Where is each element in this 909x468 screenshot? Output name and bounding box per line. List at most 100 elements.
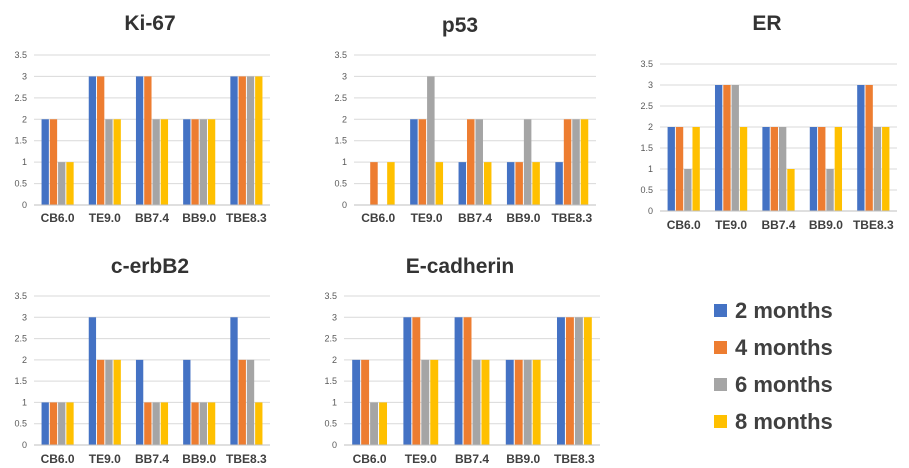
- bar: [114, 360, 121, 445]
- y-tick-label: 3.5: [640, 59, 653, 69]
- bar: [191, 402, 198, 445]
- bar: [740, 127, 747, 211]
- bar: [882, 127, 889, 211]
- legend-swatch-4-months: [714, 341, 727, 354]
- chart-e-cadherin: E-cadherin 0 0.5 1 1.5 2 2.5 3 3.5 CB6.0 TE9.0 BB7…: [310, 240, 610, 468]
- chart-er: ER 0 0.5 1 1.5 2 2.5 3 3.5 CB6.0 TE9.0 BB7.4 BB9.0 T…: [625, 0, 909, 240]
- bar: [436, 162, 444, 205]
- y-tick-label: 1: [342, 157, 347, 167]
- x-tick-label: TE9.0: [89, 452, 121, 466]
- bar: [200, 119, 207, 205]
- bar: [874, 127, 881, 211]
- bar: [835, 127, 842, 211]
- y-tick-label: 0: [648, 206, 653, 216]
- bar: [410, 119, 418, 205]
- bar: [161, 119, 168, 205]
- bar: [152, 119, 159, 205]
- y-tick-label: 2: [342, 114, 347, 124]
- bar: [723, 85, 730, 211]
- bar: [208, 119, 215, 205]
- bar: [352, 360, 360, 445]
- x-tick-label: BB9.0: [809, 218, 843, 232]
- bar: [42, 402, 49, 445]
- bar: [865, 85, 872, 211]
- bar: [421, 360, 429, 445]
- y-tick-label: 2: [648, 122, 653, 132]
- bar: [692, 127, 699, 211]
- x-tick-label: TBE8.3: [853, 218, 894, 232]
- y-tick-label: 2.5: [640, 101, 653, 111]
- legend-swatch-2-months: [714, 304, 727, 317]
- legend-item: 8 months: [714, 403, 833, 440]
- x-tick-label: BB7.4: [455, 452, 489, 466]
- bar: [506, 360, 514, 445]
- bar: [105, 119, 112, 205]
- y-tick-label: 3.5: [14, 50, 27, 60]
- bar: [247, 360, 254, 445]
- bar: [239, 76, 246, 205]
- bar: [575, 317, 583, 445]
- legend-label: 2 months: [735, 298, 833, 324]
- x-tick-label: BB9.0: [182, 452, 216, 466]
- bar: [572, 119, 580, 205]
- y-tick-label: 1.5: [14, 376, 27, 386]
- y-tick-label: 1.5: [324, 376, 337, 386]
- bar: [50, 402, 57, 445]
- legend-item: 2 months: [714, 292, 833, 329]
- y-tick-label: 1: [332, 397, 337, 407]
- x-tick-label: TE9.0: [411, 211, 443, 225]
- bar: [427, 76, 435, 205]
- y-tick-label: 1: [22, 157, 27, 167]
- bar: [247, 76, 254, 205]
- bar: [255, 402, 262, 445]
- chart-c-erbb2: c-erbB2 0 0.5 1 1.5 2 2.5 3 3.5 CB6.0 TE9.0 BB7.4 B…: [0, 240, 300, 468]
- bar: [89, 76, 96, 205]
- x-tick-label: BB7.4: [458, 211, 492, 225]
- bar: [50, 119, 57, 205]
- x-tick-label: CB6.0: [41, 211, 75, 225]
- bar: [58, 402, 65, 445]
- x-tick-label: BB9.0: [506, 452, 540, 466]
- bar: [370, 162, 378, 205]
- chart-ki67: Ki-67 0 0.5 1 1.5 2 2.5 3 3.5 CB6.0 TE9.0 BB7.4 BB9…: [0, 0, 300, 236]
- bar: [42, 119, 49, 205]
- bar: [557, 317, 565, 445]
- bar: [581, 119, 589, 205]
- y-tick-label: 3.5: [334, 50, 347, 60]
- x-tick-label: TE9.0: [405, 452, 437, 466]
- bar: [105, 360, 112, 445]
- bar: [584, 317, 592, 445]
- x-tick-label: CB6.0: [353, 452, 387, 466]
- x-tick-label: TBE8.3: [554, 452, 595, 466]
- bar: [66, 162, 73, 205]
- bar: [818, 127, 825, 211]
- bar: [533, 360, 541, 445]
- y-tick-label: 1: [22, 397, 27, 407]
- bar: [136, 360, 143, 445]
- y-tick-label: 1.5: [640, 143, 653, 153]
- legend-swatch-8-months: [714, 415, 727, 428]
- y-tick-label: 2.5: [334, 93, 347, 103]
- bar: [532, 162, 540, 205]
- bar: [255, 76, 262, 205]
- bar: [114, 119, 121, 205]
- bar: [58, 162, 65, 205]
- x-tick-label: CB6.0: [667, 218, 701, 232]
- bar: [412, 317, 420, 445]
- legend-label: 6 months: [735, 372, 833, 398]
- y-tick-label: 0: [22, 200, 27, 210]
- bar: [208, 402, 215, 445]
- bar: [771, 127, 778, 211]
- y-tick-label: 3.5: [14, 291, 27, 301]
- y-tick-label: 2.5: [324, 334, 337, 344]
- bar: [473, 360, 481, 445]
- bar: [183, 119, 190, 205]
- bar: [467, 119, 475, 205]
- bar: [787, 169, 794, 211]
- chart-svg: 0 0.5 1 1.5 2 2.5 3 3.5 CB6.0 TE9.0 BB7.4 BB9.0 TBE8…: [310, 0, 610, 236]
- bar: [668, 127, 675, 211]
- bar: [430, 360, 438, 445]
- bar: [475, 119, 483, 205]
- y-tick-label: 3: [342, 71, 347, 81]
- bar: [387, 162, 395, 205]
